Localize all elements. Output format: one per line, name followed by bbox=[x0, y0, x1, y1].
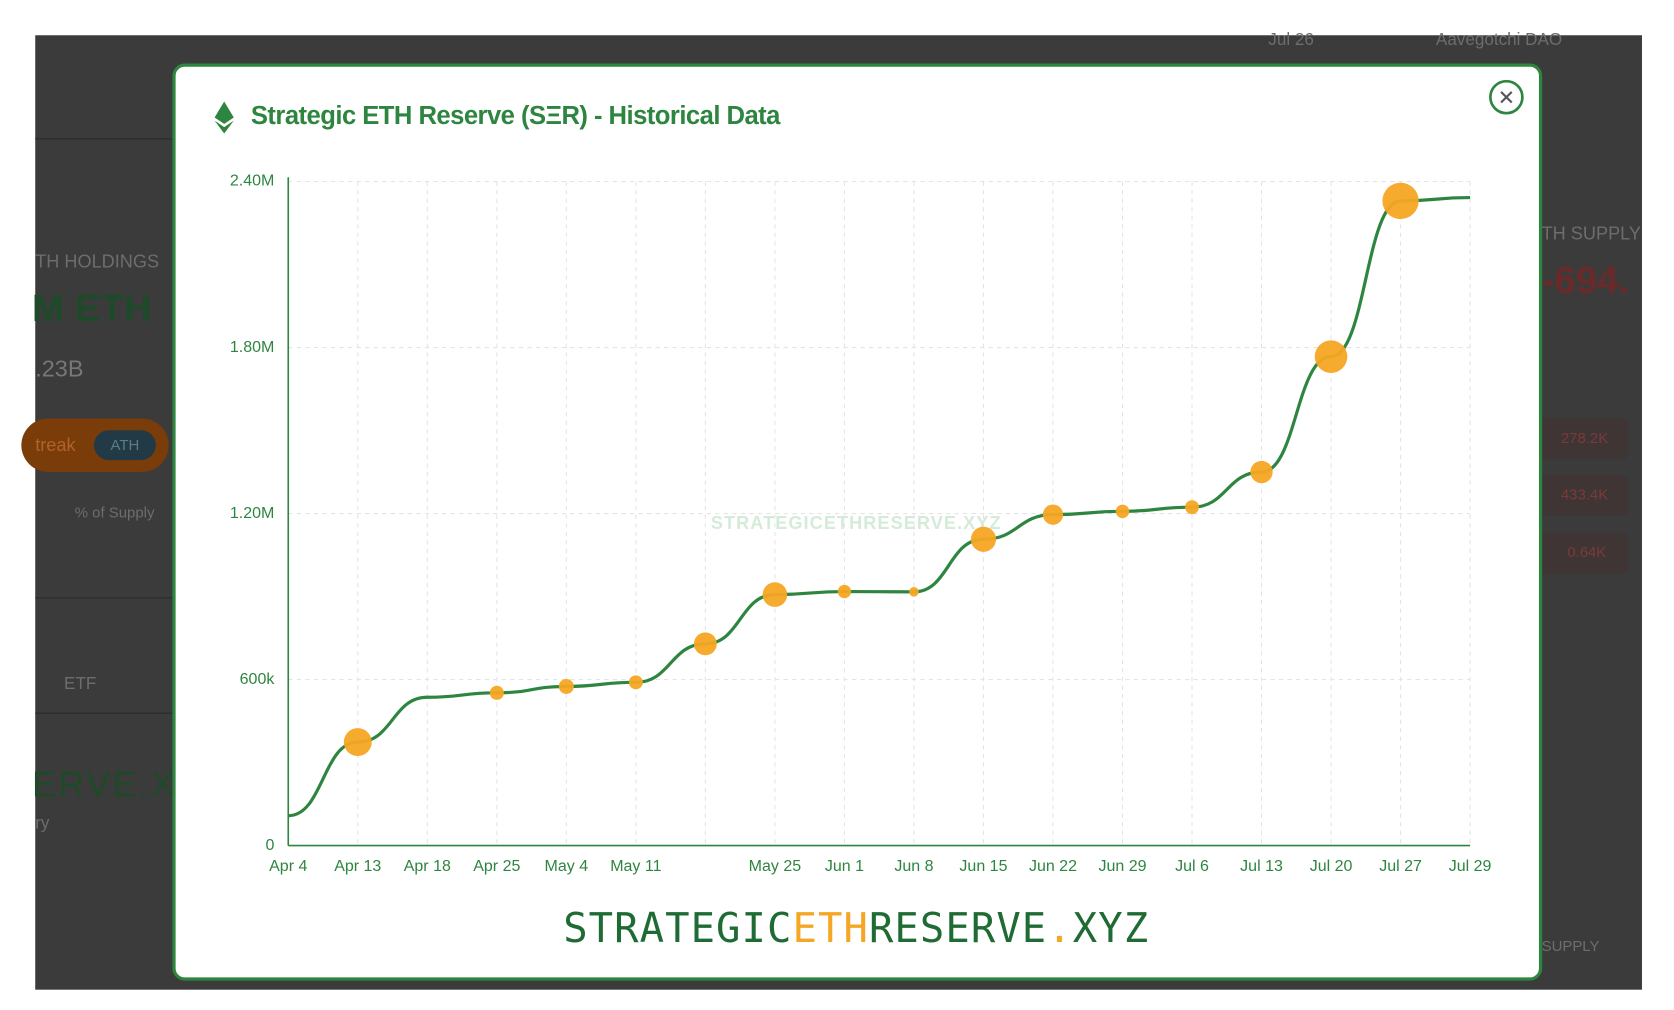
streak-text: treak bbox=[35, 435, 76, 455]
data-point bbox=[1314, 340, 1348, 373]
data-point bbox=[1185, 500, 1199, 515]
data-point bbox=[628, 675, 643, 690]
data-point bbox=[1115, 504, 1130, 519]
x-tick-label: Apr 13 bbox=[334, 858, 381, 875]
x-tick-label: Jul 29 bbox=[1449, 858, 1492, 875]
modal: Strategic ETH Reserve (SΞR) - Historical… bbox=[172, 63, 1543, 981]
y-tick-label: 1.80M bbox=[230, 339, 274, 356]
chart: 0 600k 1.20M 1.80M 2.40M Apr 4 Apr 13 Apr 18 Apr… bbox=[230, 173, 1492, 875]
y-tick-label: 1.20M bbox=[230, 505, 274, 522]
ath-badge bbox=[93, 430, 156, 461]
data-point bbox=[970, 526, 997, 552]
modal-box bbox=[172, 63, 1543, 981]
x-tick-label: May 4 bbox=[545, 858, 589, 875]
chip-text: 278.2K bbox=[1561, 430, 1608, 447]
modal-title: Strategic ETH Reserve (SΞR) - Historical… bbox=[251, 102, 781, 130]
supply-value: -694. bbox=[1542, 259, 1630, 302]
logo-part: XYZ bbox=[1073, 904, 1149, 952]
chip bbox=[1537, 475, 1629, 516]
x-tick-label: May 11 bbox=[610, 858, 661, 875]
x-tick-label: Jun 22 bbox=[1029, 858, 1077, 875]
background-page: Jul 26 Aavegotchi DAO TH HOLDINGS M ETH … bbox=[21, 30, 1641, 955]
watermark: STRATEGICETHRESERVE.XYZ bbox=[711, 513, 1002, 533]
logo-part: ETH bbox=[793, 904, 869, 952]
row-name: Aavegotchi DAO bbox=[1436, 30, 1562, 49]
data-point bbox=[762, 582, 788, 607]
x-tick-label: Apr 18 bbox=[404, 858, 451, 875]
x-tick-label: Apr 25 bbox=[473, 858, 520, 875]
eth-icon bbox=[214, 101, 234, 134]
x-tick-label: Jun 15 bbox=[959, 858, 1007, 875]
x-tick-label: Jun 29 bbox=[1098, 858, 1146, 875]
chip-text: 0.64K bbox=[1567, 544, 1606, 561]
x-tick-label: Jul 6 bbox=[1175, 858, 1209, 875]
logo-part: STRATEGIC bbox=[563, 904, 792, 952]
logo-part: . bbox=[1047, 904, 1072, 952]
supply-header: TH SUPPLY bbox=[1542, 224, 1641, 244]
data-point bbox=[558, 678, 574, 694]
x-tick-label: Jun 1 bbox=[825, 858, 864, 875]
data-point bbox=[837, 584, 852, 599]
tab[interactable]: ETF bbox=[64, 674, 96, 693]
data-point bbox=[909, 587, 919, 597]
data-point bbox=[1382, 182, 1419, 220]
y-tick-label: 600k bbox=[240, 671, 276, 688]
chip bbox=[1537, 418, 1629, 460]
row-date: Jul 26 bbox=[1268, 30, 1314, 49]
x-tick-label: May 25 bbox=[749, 858, 802, 875]
brand-partial: ERVE.X bbox=[32, 763, 177, 804]
chip-text: 433.4K bbox=[1561, 486, 1608, 503]
close-x[interactable] bbox=[1500, 91, 1513, 104]
holdings-value: M ETH bbox=[32, 287, 152, 330]
chip bbox=[1537, 532, 1629, 574]
x-tick-label: Apr 4 bbox=[269, 858, 307, 875]
data-point bbox=[693, 632, 717, 656]
supply-footer: SUPPLY bbox=[1542, 938, 1600, 955]
y-tick-label: 2.40M bbox=[230, 173, 274, 190]
supply-label: % of Supply bbox=[75, 504, 155, 521]
logo-part: RESERVE bbox=[869, 904, 1047, 952]
holdings-label: TH HOLDINGS bbox=[35, 251, 159, 271]
ath-text: ATH bbox=[111, 437, 140, 454]
data-point bbox=[489, 685, 504, 700]
data-point bbox=[1250, 460, 1273, 484]
data-point bbox=[343, 728, 372, 757]
x-tick-label: Jul 27 bbox=[1379, 858, 1422, 875]
data-point bbox=[1042, 504, 1064, 525]
holdings-sub: .23B bbox=[35, 356, 83, 382]
logo: STRATEGICETHRESERVE.XYZ bbox=[563, 904, 1149, 952]
y-tick-label: 0 bbox=[265, 837, 274, 854]
x-tick-label: Jul 20 bbox=[1310, 858, 1353, 875]
x-tick-label: Jul 13 bbox=[1240, 858, 1283, 875]
close-button[interactable] bbox=[1489, 79, 1524, 115]
x-tick-label: Jun 8 bbox=[894, 858, 933, 875]
brand-sub: ry bbox=[35, 814, 50, 833]
